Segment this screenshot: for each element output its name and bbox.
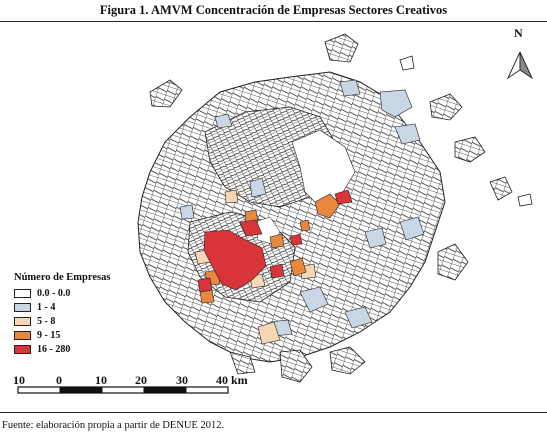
legend: Número de Empresas 0.0 - 0.0 1 - 4 5 - 8… [14,272,134,357]
municipal-blocks [137,33,533,383]
north-label: N [514,26,523,40]
legend-label: 5 - 8 [37,316,56,327]
scale-tick-label: 20 [135,373,147,387]
scale-tick-label: 0 [56,373,62,387]
legend-item: 1 - 4 [14,301,134,314]
figure-source: Fuente: elaboración propia a partir de D… [2,420,225,431]
north-arrow-icon [506,51,534,80]
legend-label: 16 - 280 [37,344,71,355]
choropleth-map [17,33,534,394]
legend-swatch [14,331,31,340]
legend-swatch [14,317,31,326]
scale-tick-label: 30 [176,373,188,387]
legend-item: 0.0 - 0.0 [14,287,134,300]
red-zones [197,189,353,293]
title-bar: Figura 1. AMVM Concentración de Empresas… [0,0,547,24]
legend-swatch [14,303,31,312]
legend-label: 9 - 15 [37,330,61,341]
legend-item: 9 - 15 [14,329,134,342]
legend-item: 16 - 280 [14,343,134,356]
legend-label: 0.0 - 0.0 [37,288,71,299]
scale-bar [17,386,229,394]
scale-tick-label: 10 [13,373,25,387]
orange-zones [199,193,341,304]
legend-swatch [14,289,31,298]
figure-title: Figura 1. AMVM Concentración de Empresas… [99,3,448,17]
scale-tick-label: 10 [95,373,107,387]
legend-swatch [14,345,31,354]
top-rule [0,21,547,22]
scale-tick-label: 40 km [216,373,248,387]
legend-item: 5 - 8 [14,315,134,328]
blue-zones [179,79,425,337]
legend-title: Número de Empresas [14,272,111,283]
bottom-rule [0,412,547,413]
legend-label: 1 - 4 [37,302,56,313]
